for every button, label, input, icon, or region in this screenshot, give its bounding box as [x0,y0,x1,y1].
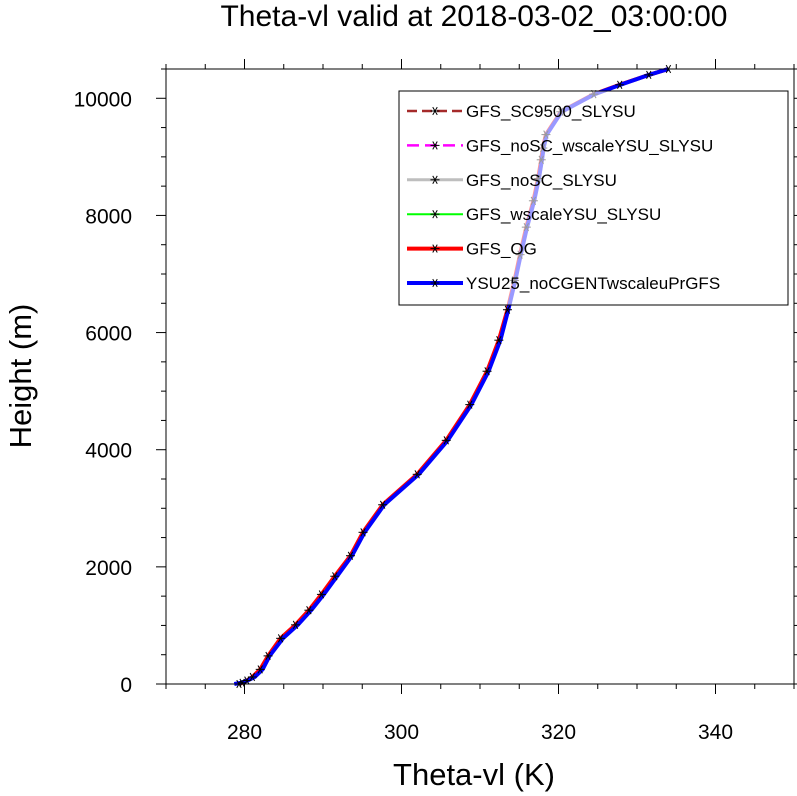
series-point [378,500,388,509]
series-point [430,141,440,150]
legend-item: GFS_wscaleYSU_SLYSU [407,205,661,224]
series-point [330,572,340,581]
series-point [276,634,286,643]
x-tick-label: 320 [541,721,576,744]
series-point [304,606,314,615]
series-point [644,70,654,80]
legend-label: GFS_noSC_wscaleYSU_SLYSU [466,136,713,155]
series-point [255,665,265,674]
series-point [441,436,451,445]
series-point [430,278,440,288]
x-tick-label: 300 [384,721,419,744]
y-tick-label: 4000 [85,440,132,463]
series-point [358,528,368,537]
legend: GFS_SC9500_SLYSU GFS_noSC_wscaleYSU_SLYSU… [398,90,789,306]
series-point [291,620,301,630]
legend-item: GFS_noSC_SLYSU [407,171,617,190]
legend-item: GFS_SC9500_SLYSU [407,102,636,121]
series-point [482,367,492,376]
y-tick-label: 2000 [85,557,132,580]
x-tick-label: 280 [227,721,262,744]
x-tick-label: 340 [698,721,733,744]
legend-label: GFS_OG [466,240,537,259]
x-axis-ticks: 280 300 320 340 [165,59,795,744]
series-point [412,470,422,479]
series-point [615,80,625,89]
legend-label: GFS_SC9500_SLYSU [466,102,636,121]
legend-item: GFS_noSC_wscaleYSU_SLYSU [407,136,713,155]
y-axis-ticks: 0 2000 4000 6000 8000 10000 [74,68,797,697]
series-point [465,400,475,409]
legend-item: GFS_OG [407,240,537,259]
series-point [430,244,440,253]
legend-label: YSU25_noCGENTwscaleuPrGFS [466,274,720,293]
plot-frame [165,68,795,685]
y-tick-label: 10000 [74,88,132,111]
y-axis-label: Height (m) [3,304,38,449]
legend-box [398,90,789,306]
y-tick-label: 0 [120,674,132,697]
series-point [430,106,440,116]
series-point [430,210,440,219]
legend-label: GFS_noSC_SLYSU [466,171,617,190]
legend-label: GFS_wscaleYSU_SLYSU [466,205,661,224]
x-axis-label: Theta-vl (K) [393,757,555,792]
y-tick-label: 6000 [85,323,132,346]
series-point [345,551,355,560]
series-point [430,175,440,184]
series-point [247,672,257,682]
y-tick-label: 8000 [85,205,132,228]
series-point [263,651,273,661]
series-point [316,590,326,599]
chart-title: Theta-vl valid at 2018-03-02_03:00:00 [220,0,727,33]
legend-item: YSU25_noCGENTwscaleuPrGFS [407,274,720,293]
series-point [494,336,504,345]
series-point [502,305,512,314]
